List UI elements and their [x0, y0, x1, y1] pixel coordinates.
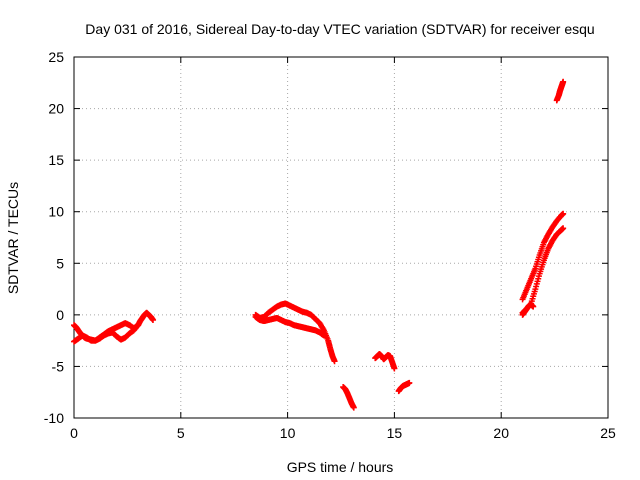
y-axis-label: SDTVAR / TECUs — [5, 182, 21, 294]
series-segment-late-bottom — [519, 301, 537, 318]
data-point — [135, 322, 142, 329]
series-segment-dip — [340, 384, 357, 411]
data-points — [71, 78, 567, 411]
data-point — [560, 225, 567, 232]
series-segment-mid-lower — [252, 313, 327, 339]
series-segment-15h — [395, 379, 413, 395]
plot-frame — [73, 56, 609, 419]
x-tick-label: 15 — [387, 425, 403, 441]
y-tick-label: 20 — [48, 101, 64, 117]
series-segment-early-lower — [71, 320, 142, 345]
data-point — [406, 379, 413, 386]
y-tick-label: 5 — [56, 255, 64, 271]
x-tick-label: 25 — [600, 425, 616, 441]
series-segment-late-upper — [519, 210, 567, 303]
y-tick-label: -10 — [44, 410, 64, 426]
tick-labels: 0 5 10 15 20 25 -10 -5 0 5 10 15 20 25 — [44, 49, 616, 441]
data-point — [560, 78, 567, 85]
series-segment-mid-upper — [252, 300, 338, 365]
chart-title: Day 031 of 2016, Sidereal Day-to-day VTE… — [85, 21, 594, 37]
series-segment-late-lower — [519, 225, 567, 316]
y-tick-label: -5 — [52, 358, 65, 374]
ticks — [73, 56, 609, 419]
data-point — [150, 317, 157, 324]
data-point — [331, 358, 338, 365]
x-axis-label: GPS time / hours — [287, 459, 394, 475]
series-segment-top — [553, 78, 567, 104]
y-tick-label: 15 — [48, 152, 64, 168]
data-point — [320, 332, 327, 339]
x-tick-label: 5 — [177, 425, 185, 441]
data-point — [530, 303, 537, 310]
series-segment-14h — [372, 351, 398, 372]
data-point — [391, 365, 398, 372]
y-tick-label: 0 — [56, 307, 64, 323]
y-tick-label: 25 — [48, 49, 64, 65]
x-tick-label: 10 — [280, 425, 296, 441]
x-tick-label: 0 — [70, 425, 78, 441]
y-tick-label: 10 — [48, 204, 64, 220]
data-point — [560, 210, 567, 217]
grid — [74, 57, 608, 418]
data-point — [350, 404, 357, 411]
x-tick-label: 20 — [493, 425, 509, 441]
